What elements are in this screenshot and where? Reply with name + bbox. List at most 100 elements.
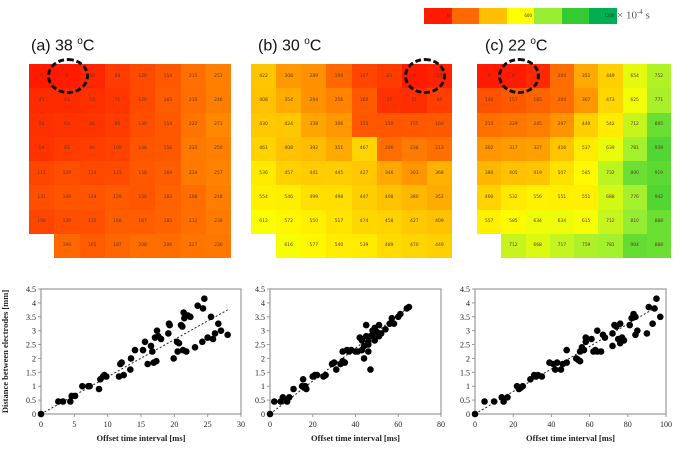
x-tick-label: 0: [268, 420, 272, 429]
legend-swatch: 600: [506, 8, 534, 24]
cell-value: 71: [114, 97, 121, 103]
y-tick-label: 3.5: [255, 313, 265, 322]
cell-value: 392: [309, 146, 319, 152]
data-point: [330, 359, 338, 366]
y-tick-label: 4: [32, 299, 36, 308]
cell-value: 156: [163, 146, 173, 152]
heatmap-cell: 489: [376, 233, 402, 258]
cell-value: 890: [630, 170, 639, 176]
cell-value: 368: [435, 170, 444, 176]
cell-value: 717: [557, 243, 567, 249]
cell-value: 771: [654, 97, 664, 103]
cell-value: 222: [188, 122, 198, 128]
data-point: [174, 348, 181, 355]
cell-value: 271: [214, 122, 223, 128]
cell-value: 422: [259, 73, 268, 79]
cell-value: 294: [309, 97, 319, 103]
colorbar-legend: 0 600 1200: [424, 8, 617, 24]
heatmap-cell: 551: [574, 185, 599, 210]
data-point: [362, 321, 370, 329]
heatmap-cell: 445: [326, 161, 352, 186]
heatmap-cell: 810: [622, 209, 647, 234]
data-point: [224, 331, 231, 339]
heatmap-cell: 474: [351, 209, 377, 234]
cell-value: 238: [410, 146, 419, 152]
heatmap-cell: 148: [79, 185, 105, 210]
cell-value: 150: [384, 122, 394, 128]
data-point: [576, 357, 584, 365]
unit-prefix: × 10: [617, 9, 637, 22]
heatmap-cell: 155: [401, 112, 427, 137]
data-point: [201, 295, 208, 303]
heatmap-cell: 351: [574, 64, 599, 89]
heatmap-cell: 251: [205, 64, 231, 89]
heatmap-cell: 185: [155, 209, 181, 234]
data-point: [649, 320, 656, 328]
cell-value: 66: [89, 122, 95, 128]
cell-value: 634: [557, 219, 567, 225]
x-tick-label: 20: [170, 420, 178, 429]
degree-sup: o: [304, 36, 310, 47]
cell-value: 168: [113, 219, 122, 225]
cell-value: 536: [259, 170, 268, 176]
heatmap-cell: 229: [501, 112, 526, 137]
y-tick-label: 0: [32, 410, 36, 419]
heatmap-b: 422 308 289 194 107 83 0 18 408 354 294 256 160 57 51 8…: [251, 64, 452, 258]
data-point: [557, 366, 565, 373]
heatmap-cell: 346: [376, 161, 402, 186]
heatmap-cell: 890: [622, 161, 647, 186]
panel-c-title: (c) 22 oC: [485, 36, 547, 55]
heatmap-cell: 585: [501, 209, 526, 234]
heatmap-cell: 470: [401, 233, 427, 258]
y-tick-label: 4.5: [255, 285, 265, 294]
cell-value: 107: [359, 73, 369, 79]
data-point: [86, 382, 93, 390]
heatmap-cell: 156: [155, 136, 181, 161]
heatmap-cell: 717: [549, 233, 574, 258]
data-point: [279, 394, 287, 401]
data-point: [79, 382, 86, 390]
cell-value: 449: [581, 122, 591, 128]
y-tick-label: 4.5: [460, 285, 470, 294]
data-point: [620, 337, 628, 344]
heatmap-cell: 467: [351, 136, 377, 161]
heatmap-cell: 130: [54, 209, 80, 234]
cell-value: 86: [114, 122, 121, 128]
cell-value: 888: [654, 243, 664, 249]
y-tick-label: 2: [466, 354, 470, 363]
cell-value: 461: [259, 146, 268, 152]
cell-value: 888: [654, 219, 664, 225]
heatmap-cell: 83: [376, 64, 402, 89]
heatmap-cell: 238: [401, 136, 427, 161]
data-point: [651, 305, 658, 312]
data-point: [215, 320, 222, 328]
heatmap-cell: 234: [180, 161, 206, 186]
heatmap-cell: 498: [326, 185, 352, 210]
heatmap-cell: 114: [79, 161, 105, 186]
cell-value: 256: [334, 97, 344, 103]
cell-value: 154: [163, 73, 173, 79]
heatmap-cell: 537: [574, 136, 599, 161]
data-point: [551, 366, 559, 373]
cell-value: 346: [384, 170, 394, 176]
cell-value: 157: [509, 97, 518, 103]
heatmap-cell: 888: [646, 233, 671, 258]
x-tick-label: 60: [586, 420, 594, 429]
data-point: [103, 373, 110, 380]
cell-value: 194: [334, 73, 344, 79]
cell-value: 317: [509, 146, 518, 152]
origin-circle-a: [47, 58, 89, 94]
heatmap-cell: 351: [326, 136, 352, 161]
y-tick-label: 2.5: [26, 341, 36, 350]
heatmap-cell: 71: [104, 88, 130, 113]
cell-value: 140: [484, 97, 494, 103]
data-point: [371, 337, 379, 344]
data-point: [341, 359, 349, 366]
panel-a-title: (a) 38 oC: [31, 36, 94, 55]
heatmap-cell: 712: [598, 209, 623, 234]
heatmap-cell: 904: [622, 233, 647, 258]
data-point: [183, 348, 190, 355]
cell-value: 303: [410, 170, 419, 176]
cell-value: 781: [630, 146, 639, 152]
cell-value: 257: [214, 170, 223, 176]
